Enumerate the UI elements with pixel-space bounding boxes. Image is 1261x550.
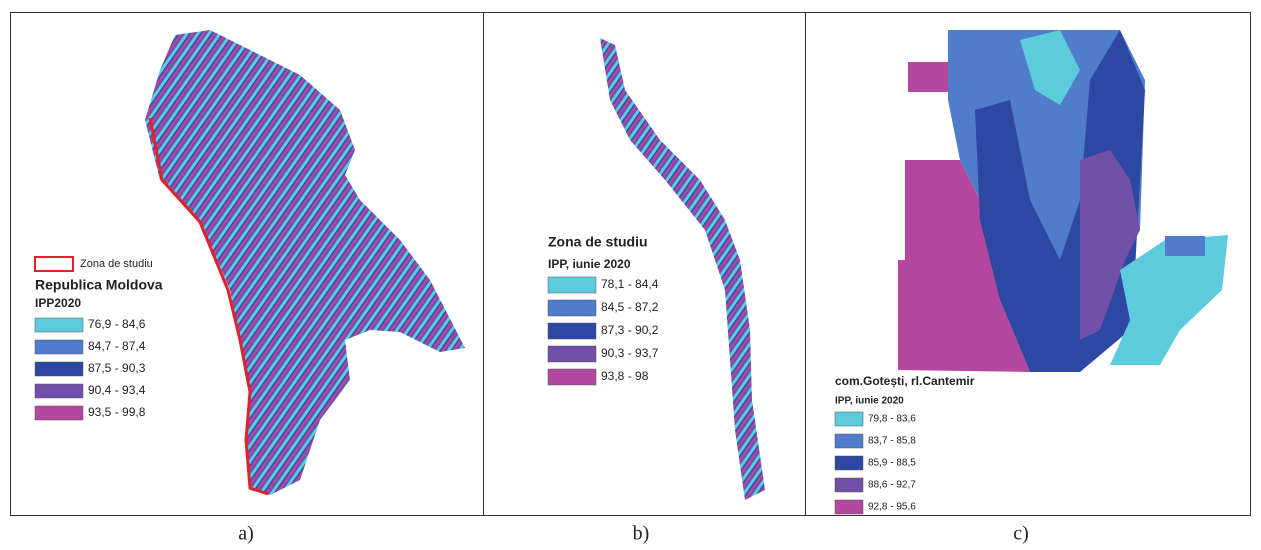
legend-subtitle: IPP, iunie 2020 — [835, 396, 904, 407]
legend-swatch — [34, 405, 84, 421]
boundary-swatch — [34, 256, 74, 272]
study-zone-map — [600, 38, 765, 500]
legend-label: 84,7 - 87,4 — [88, 339, 146, 353]
legend-label: 84,5 - 87,2 — [601, 300, 659, 314]
legend-swatch — [834, 433, 864, 449]
legend-swatch — [834, 499, 864, 515]
legend-subtitle: IPP2020 — [35, 296, 81, 310]
legend-title: Zona de studiu — [548, 234, 648, 250]
legend-label: 87,3 - 90,2 — [601, 323, 659, 337]
legend-swatch — [34, 317, 84, 333]
legend-label: 76,9 - 84,6 — [88, 317, 146, 331]
legend-title: Republica Moldova — [35, 277, 163, 293]
legend-label: 83,7 - 85,8 — [868, 436, 916, 447]
legend-swatch — [34, 339, 84, 355]
legend-label: 78,1 - 84,4 — [601, 277, 659, 291]
legend-label: 90,4 - 93,4 — [88, 383, 146, 397]
legend-label: 88,6 - 92,7 — [868, 480, 916, 491]
legend-subtitle: IPP, iunie 2020 — [548, 257, 631, 271]
legend-swatch — [834, 455, 864, 471]
legend-swatch — [547, 276, 597, 294]
legend-label: 87,5 - 90,3 — [88, 361, 146, 375]
legend-swatch — [34, 361, 84, 377]
legend-label: 79,8 - 83,6 — [868, 414, 916, 425]
legend-label: 93,8 - 98 — [601, 369, 649, 383]
legend-swatch — [34, 383, 84, 399]
moldova-map — [145, 30, 465, 495]
commune-map — [898, 30, 1228, 372]
legend-swatch — [834, 477, 864, 493]
legend-swatch — [547, 322, 597, 340]
legend-label: 85,9 - 88,5 — [868, 458, 916, 469]
study-zone-outline — [148, 117, 269, 496]
caption: a) — [238, 523, 254, 545]
legend-title: com.Gotești, rl.Cantemir — [835, 374, 975, 388]
legend-label: 90,3 - 93,7 — [601, 346, 659, 360]
legend-swatch — [547, 299, 597, 317]
frame — [10, 12, 1251, 516]
legend-label: 93,5 - 99,8 — [88, 405, 146, 419]
legend-swatch — [834, 411, 864, 427]
caption: b) — [633, 523, 650, 545]
legend-swatch — [547, 368, 597, 386]
boundary-label: Zona de studiu — [80, 258, 153, 270]
legend-label: 92,8 - 95,6 — [868, 502, 916, 513]
caption: c) — [1013, 523, 1029, 545]
legend-swatch — [547, 345, 597, 363]
